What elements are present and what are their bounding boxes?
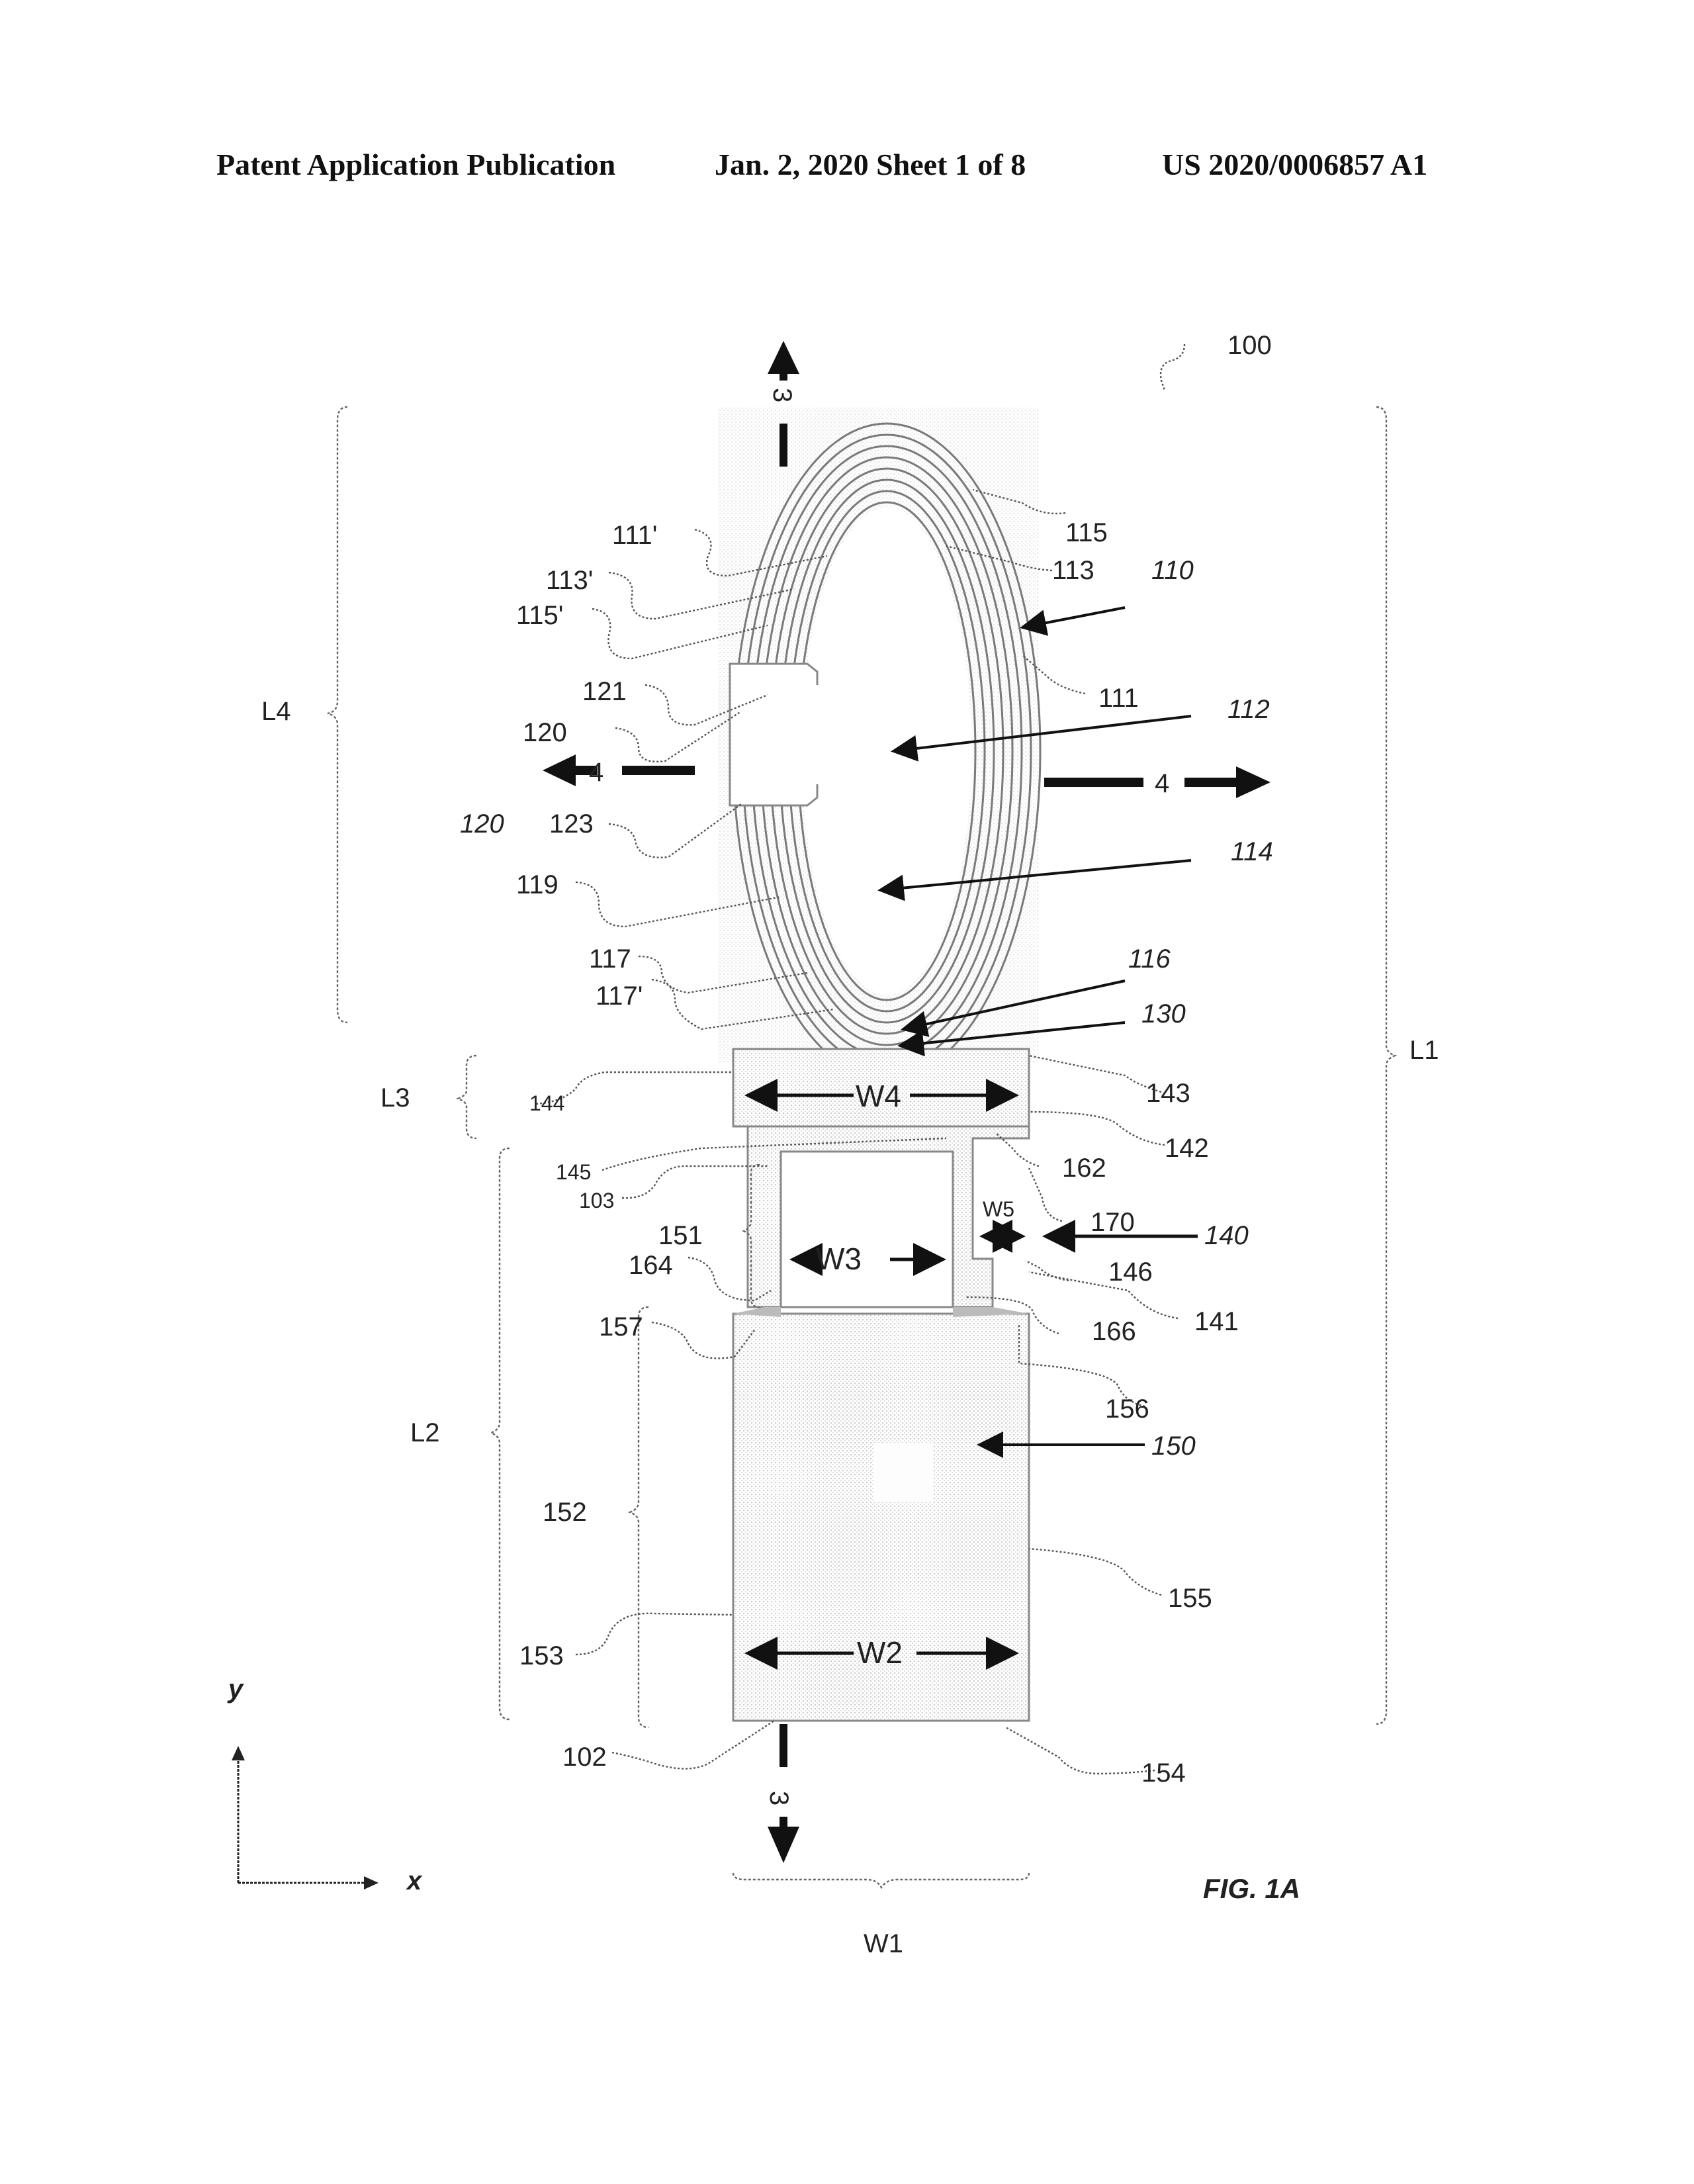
ref-117: 117 bbox=[589, 944, 631, 974]
ref-154: 154 bbox=[1141, 1758, 1186, 1788]
ref-102: 102 bbox=[562, 1743, 607, 1772]
ref-150: 150 bbox=[1151, 1432, 1196, 1461]
section-arrow-bottom bbox=[768, 1724, 799, 1863]
ref-117-prime: 117' bbox=[596, 981, 643, 1011]
ref-115-prime: 115' bbox=[516, 601, 563, 630]
ref-116: 116 bbox=[1128, 944, 1171, 974]
section-arrow-right bbox=[1044, 766, 1270, 798]
ref-115: 115 bbox=[1065, 518, 1108, 547]
ref-153: 153 bbox=[519, 1641, 564, 1670]
header-patent-number: US 2020/0006857 A1 bbox=[1162, 148, 1428, 181]
dimension-arrows bbox=[744, 606, 1198, 1670]
brace-152 bbox=[627, 1306, 649, 1729]
section-mark-right: 4 bbox=[1155, 769, 1169, 798]
ref-156: 156 bbox=[1105, 1394, 1149, 1424]
ref-111-prime: 111' bbox=[612, 521, 657, 550]
figure-caption: FIG. 1A bbox=[1203, 1873, 1300, 1904]
x-axis-arrowhead bbox=[364, 1876, 379, 1889]
ref-157: 157 bbox=[599, 1312, 643, 1342]
y-axis-arrowhead bbox=[232, 1746, 245, 1760]
leader-lines bbox=[535, 343, 1186, 1775]
dim-l2: L2 bbox=[410, 1418, 440, 1447]
header-date-sheet: Jan. 2, 2020 Sheet 1 of 8 bbox=[715, 148, 1026, 181]
ref-141: 141 bbox=[1194, 1307, 1239, 1336]
dim-w1: W1 bbox=[864, 1929, 903, 1958]
ref-119: 119 bbox=[516, 870, 558, 899]
ref-145: 145 bbox=[556, 1160, 591, 1184]
ref-146: 146 bbox=[1108, 1257, 1153, 1287]
dim-w4: W4 bbox=[856, 1079, 901, 1113]
ref-130: 130 bbox=[1141, 999, 1186, 1028]
brace-l1 bbox=[1376, 406, 1398, 1725]
ref-162: 162 bbox=[1062, 1154, 1106, 1183]
ref-142: 142 bbox=[1165, 1134, 1209, 1163]
neck-157 bbox=[733, 1307, 781, 1317]
ref-152: 152 bbox=[543, 1498, 587, 1527]
ref-120-italic: 120 bbox=[460, 809, 504, 839]
xy-axes bbox=[237, 1757, 367, 1884]
brace-w1 bbox=[732, 1872, 1030, 1889]
ref-113-prime: 113' bbox=[546, 566, 593, 595]
dim-l4: L4 bbox=[261, 697, 291, 726]
rect-144 bbox=[732, 1048, 1030, 1128]
axis-x-label: x bbox=[406, 1866, 423, 1895]
ref-144: 144 bbox=[529, 1091, 564, 1115]
brace-l4 bbox=[327, 406, 348, 1024]
ref-103: 103 bbox=[579, 1189, 614, 1212]
ref-113: 113 bbox=[1052, 556, 1094, 585]
header-publication: Patent Application Publication bbox=[216, 148, 616, 181]
brace-l3 bbox=[455, 1054, 477, 1140]
ref-151: 151 bbox=[658, 1221, 703, 1250]
section-arrow-top bbox=[768, 341, 799, 467]
block-150-highlight bbox=[873, 1443, 933, 1502]
connector-gap bbox=[761, 685, 821, 784]
section-arrow-left bbox=[543, 754, 695, 786]
brace-l2 bbox=[488, 1147, 510, 1721]
ref-100: 100 bbox=[1227, 331, 1272, 360]
neck-156 bbox=[953, 1307, 1029, 1317]
dim-w5: W5 bbox=[983, 1197, 1014, 1221]
ref-111: 111 bbox=[1098, 684, 1139, 713]
section-mark-left: 4 bbox=[589, 758, 603, 787]
ref-164: 164 bbox=[629, 1251, 673, 1280]
ref-155: 155 bbox=[1168, 1584, 1212, 1613]
ref-166: 166 bbox=[1092, 1317, 1136, 1346]
brace-151 bbox=[742, 1163, 760, 1308]
section-mark-top: 3 bbox=[768, 388, 797, 402]
ref-143: 143 bbox=[1146, 1079, 1190, 1108]
ref-114: 114 bbox=[1231, 837, 1273, 866]
dim-l1: L1 bbox=[1409, 1036, 1439, 1065]
opening-w3 bbox=[780, 1150, 954, 1308]
coil-inner-opening bbox=[802, 508, 971, 995]
ref-110: 110 bbox=[1151, 556, 1194, 585]
ref-121: 121 bbox=[582, 677, 627, 706]
ref-120: 120 bbox=[523, 718, 567, 747]
dim-l3: L3 bbox=[380, 1083, 410, 1113]
section-mark-bottom: 3 bbox=[764, 1791, 793, 1805]
ref-112: 112 bbox=[1227, 695, 1270, 724]
ref-140: 140 bbox=[1204, 1221, 1249, 1250]
ref-170: 170 bbox=[1091, 1208, 1135, 1237]
axis-y-label: y bbox=[227, 1674, 244, 1704]
dim-w3: W3 bbox=[816, 1242, 862, 1276]
ref-123: 123 bbox=[549, 809, 594, 839]
dim-w2: W2 bbox=[857, 1635, 903, 1670]
